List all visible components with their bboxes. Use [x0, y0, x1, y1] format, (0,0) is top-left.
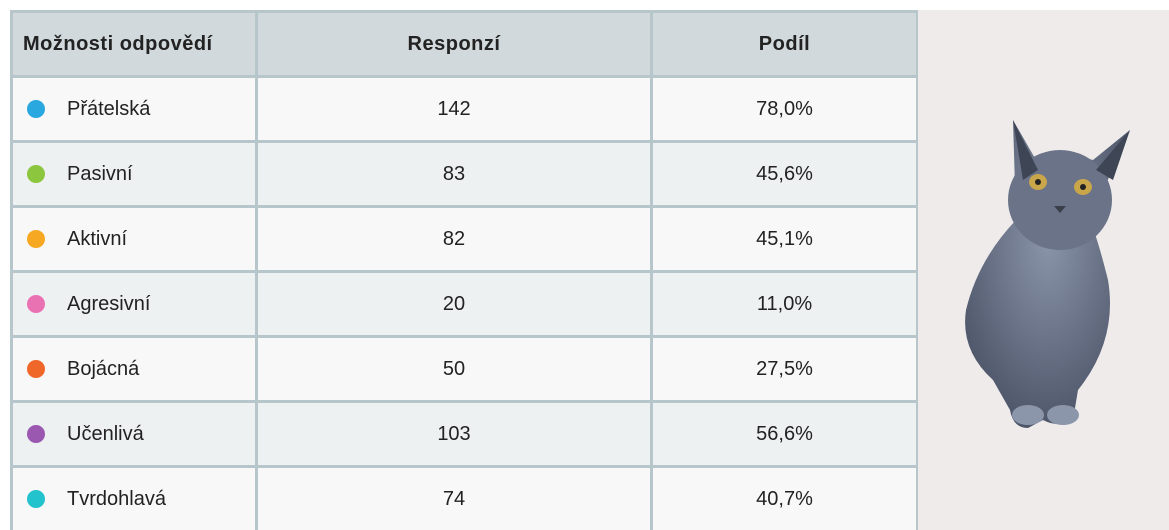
table-row: Učenlivá 103 56,6%: [10, 400, 919, 468]
label-cell: Agresivní: [10, 270, 258, 338]
header-row: Možnosti odpovědí Responzí Podíl: [10, 10, 919, 78]
label-cell: Přátelská: [10, 75, 258, 143]
table-row: Přátelská 142 78,0%: [10, 75, 919, 143]
color-dot: [27, 490, 45, 509]
table-row: Agresivní 20 11,0%: [10, 270, 919, 338]
table-body: Přátelská 142 78,0% Pasivní 83 45,6% Aktivní 82…: [10, 75, 919, 530]
row-label: Agresivní: [67, 292, 151, 315]
cat-photo: [918, 10, 1169, 530]
color-dot: [27, 360, 45, 379]
table-row: Tvrdohlavá 74 40,7%: [10, 465, 919, 530]
table-row: Pasivní 83 45,6%: [10, 140, 919, 208]
responses-cell: 83: [255, 140, 653, 208]
color-dot: [27, 295, 45, 314]
row-label: Pasivní: [67, 162, 133, 185]
label-cell: Tvrdohlavá: [10, 465, 258, 530]
table-row: Aktivní 82 45,1%: [10, 205, 919, 273]
responses-cell: 82: [255, 205, 653, 273]
responses-cell: 74: [255, 465, 653, 530]
share-cell: 27,5%: [650, 335, 919, 403]
share-cell: 11,0%: [650, 270, 919, 338]
color-dot: [27, 100, 45, 119]
row-label: Aktivní: [67, 227, 128, 250]
share-cell: 40,7%: [650, 465, 919, 530]
cat-image: [965, 120, 1130, 428]
share-cell: 78,0%: [650, 75, 919, 143]
row-label: Tvrdohlavá: [67, 487, 166, 510]
row-label: Učenlivá: [67, 422, 144, 445]
label-cell: Učenlivá: [10, 400, 258, 468]
share-cell: 45,6%: [650, 140, 919, 208]
responses-cell: 20: [255, 270, 653, 338]
share-cell: 45,1%: [650, 205, 919, 273]
table-row: Bojácná 50 27,5%: [10, 335, 919, 403]
color-dot: [27, 165, 45, 184]
row-label: Bojácná: [67, 357, 140, 380]
responses-cell: 142: [255, 75, 653, 143]
table: Možnosti odpovědí Responzí Podíl Přátelská…: [10, 10, 919, 530]
color-dot: [27, 230, 45, 249]
header-cell: Responzí: [255, 10, 653, 78]
row-label: Přátelská: [67, 97, 151, 120]
color-dot: [27, 425, 45, 444]
responses-cell: 103: [255, 400, 653, 468]
header-cell: Možnosti odpovědí: [10, 10, 258, 78]
header-cell: Podíl: [650, 10, 919, 78]
label-cell: Aktivní: [10, 205, 258, 273]
label-cell: Bojácná: [10, 335, 258, 403]
share-cell: 56,6%: [650, 400, 919, 468]
label-cell: Pasivní: [10, 140, 258, 208]
responses-cell: 50: [255, 335, 653, 403]
